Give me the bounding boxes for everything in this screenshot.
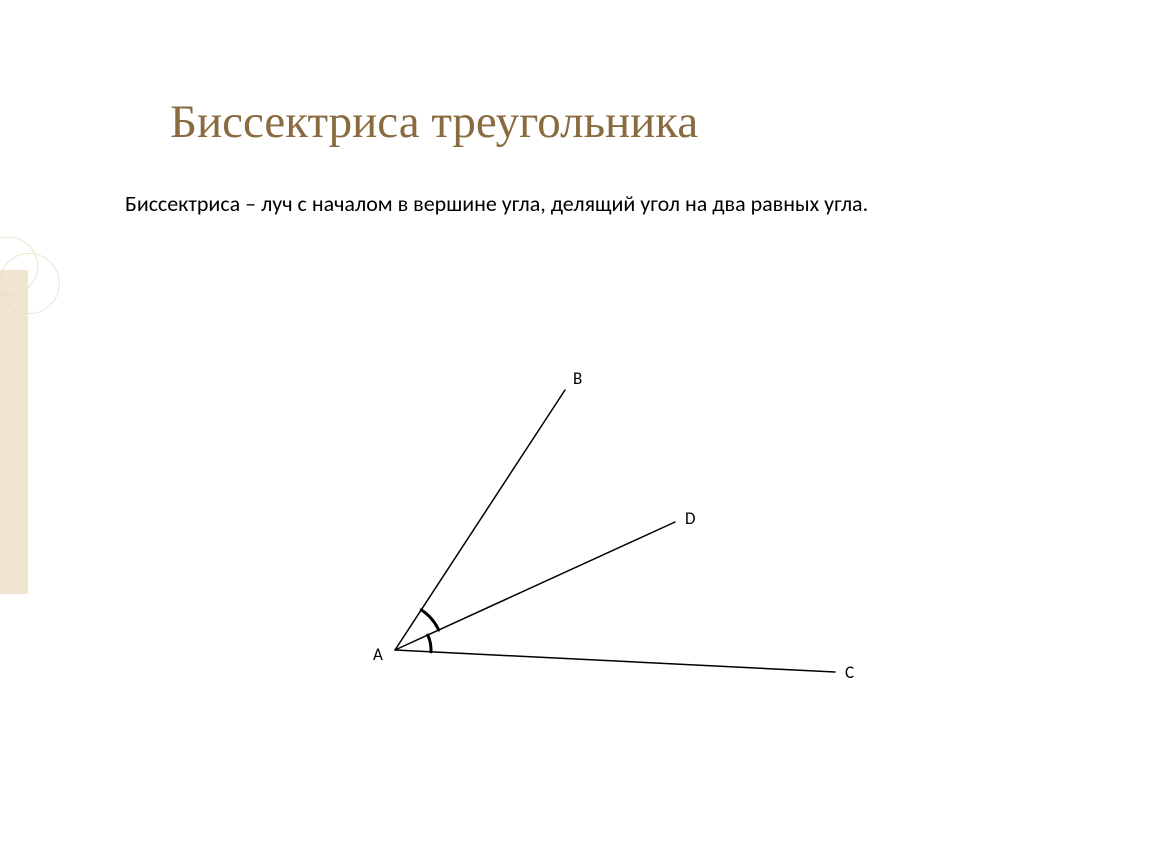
svg-text:C: C	[845, 662, 854, 683]
slide-title: Биссектриса треугольника	[170, 95, 698, 149]
svg-text:B: B	[573, 370, 582, 389]
slide-body-text: Биссектриса – луч с началом в вершине уг…	[125, 190, 1055, 218]
side-strip-decoration	[0, 0, 75, 864]
svg-text:A: A	[373, 644, 383, 665]
svg-text:D: D	[685, 508, 695, 529]
bisector-diagram: B D C A	[335, 370, 895, 710]
slide: Биссектриса треугольника Биссектриса – л…	[0, 0, 1150, 864]
